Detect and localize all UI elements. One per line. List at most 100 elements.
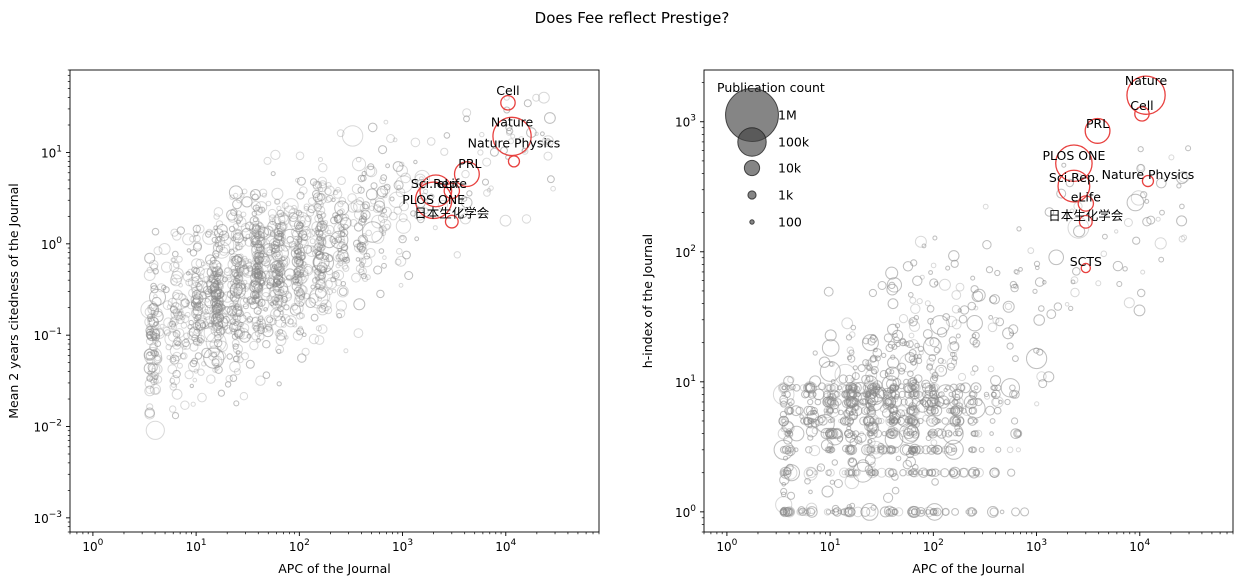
journal-point (889, 404, 895, 409)
journal-point (907, 383, 916, 392)
journal-point (1011, 417, 1019, 425)
journal-point (300, 239, 307, 246)
journal-point (172, 369, 181, 379)
journal-point (252, 322, 260, 330)
journal-point (888, 431, 894, 437)
journal-point (989, 294, 1000, 305)
journal-point (199, 268, 215, 284)
journal-point (232, 199, 242, 210)
journal-point (276, 271, 282, 277)
journal-point (889, 369, 895, 375)
journal-point (783, 469, 790, 476)
journal-point (414, 169, 431, 186)
journal-point (279, 220, 286, 226)
journal-point (144, 407, 155, 418)
journal-point (838, 418, 843, 424)
journal-point (232, 247, 238, 253)
journal-point (263, 281, 269, 286)
journal-point (922, 382, 933, 394)
journal-point (233, 287, 239, 293)
journal-point (872, 385, 878, 391)
journal-point (888, 446, 896, 454)
journal-point (229, 282, 247, 299)
journal-point (399, 161, 405, 168)
journal-point (781, 385, 787, 391)
journal-point (216, 224, 228, 236)
journal-point (221, 291, 234, 303)
journal-point (292, 275, 304, 287)
journal-point (779, 397, 789, 407)
journal-point (931, 371, 939, 379)
journal-point (856, 432, 867, 443)
journal-point (890, 418, 895, 424)
journal-point (521, 147, 527, 153)
journal-point (278, 244, 285, 252)
journal-point (886, 277, 903, 293)
journal-point (888, 403, 898, 414)
journal-point (191, 266, 198, 273)
journal-point (888, 446, 896, 454)
journal-point (336, 312, 343, 319)
journal-point (316, 220, 328, 232)
journal-point (866, 422, 878, 434)
journal-point (991, 391, 997, 397)
journal-point (239, 323, 250, 333)
journal-point (863, 415, 875, 427)
journal-point (807, 434, 814, 441)
journal-point (779, 410, 788, 419)
journal-point (846, 417, 854, 425)
journal-point (216, 314, 225, 323)
journal-point (271, 216, 282, 227)
journal-point (245, 359, 255, 369)
journal-point (846, 445, 853, 452)
journal-point (165, 343, 172, 351)
journal-point (929, 337, 940, 348)
journal-point (926, 305, 935, 313)
journal-point (1068, 305, 1074, 311)
journal-point (334, 214, 341, 221)
journal-point (360, 216, 368, 223)
journal-point (317, 287, 323, 293)
journal-point (844, 506, 856, 518)
journal-point (321, 252, 330, 261)
journal-point (928, 386, 935, 393)
journal-point (885, 266, 899, 280)
journal-point (871, 469, 877, 476)
journal-point (825, 430, 833, 438)
journal-point (235, 350, 243, 357)
journal-point (951, 508, 959, 516)
journal-point (908, 391, 916, 398)
journal-point (201, 321, 210, 330)
journal-point (253, 241, 263, 251)
journal-point (253, 231, 260, 238)
journal-point (312, 192, 323, 203)
journal-point (828, 418, 833, 424)
journal-point (344, 256, 350, 262)
journal-point (291, 281, 302, 292)
journal-point (365, 165, 378, 178)
journal-point (903, 382, 914, 394)
journal-point (182, 271, 194, 282)
journal-point (213, 298, 222, 307)
journal-point (805, 383, 816, 393)
journal-point (162, 286, 170, 294)
journal-point (256, 324, 265, 332)
journal-point (899, 338, 907, 347)
journal-point (912, 391, 918, 398)
journal-point (215, 304, 224, 313)
journal-point (912, 378, 918, 384)
journal-point (866, 470, 872, 476)
journal-point (249, 301, 258, 310)
journal-point (829, 389, 839, 399)
journal-point (1102, 233, 1108, 240)
journal-point (189, 235, 197, 243)
journal-point (780, 487, 788, 496)
journal-point (914, 342, 920, 349)
journal-point (878, 418, 885, 424)
journal-point (396, 248, 403, 255)
journal-point (870, 366, 879, 375)
journal-point (943, 399, 949, 405)
journal-point (523, 99, 532, 108)
journal-point (952, 396, 964, 408)
journal-point (973, 469, 980, 476)
